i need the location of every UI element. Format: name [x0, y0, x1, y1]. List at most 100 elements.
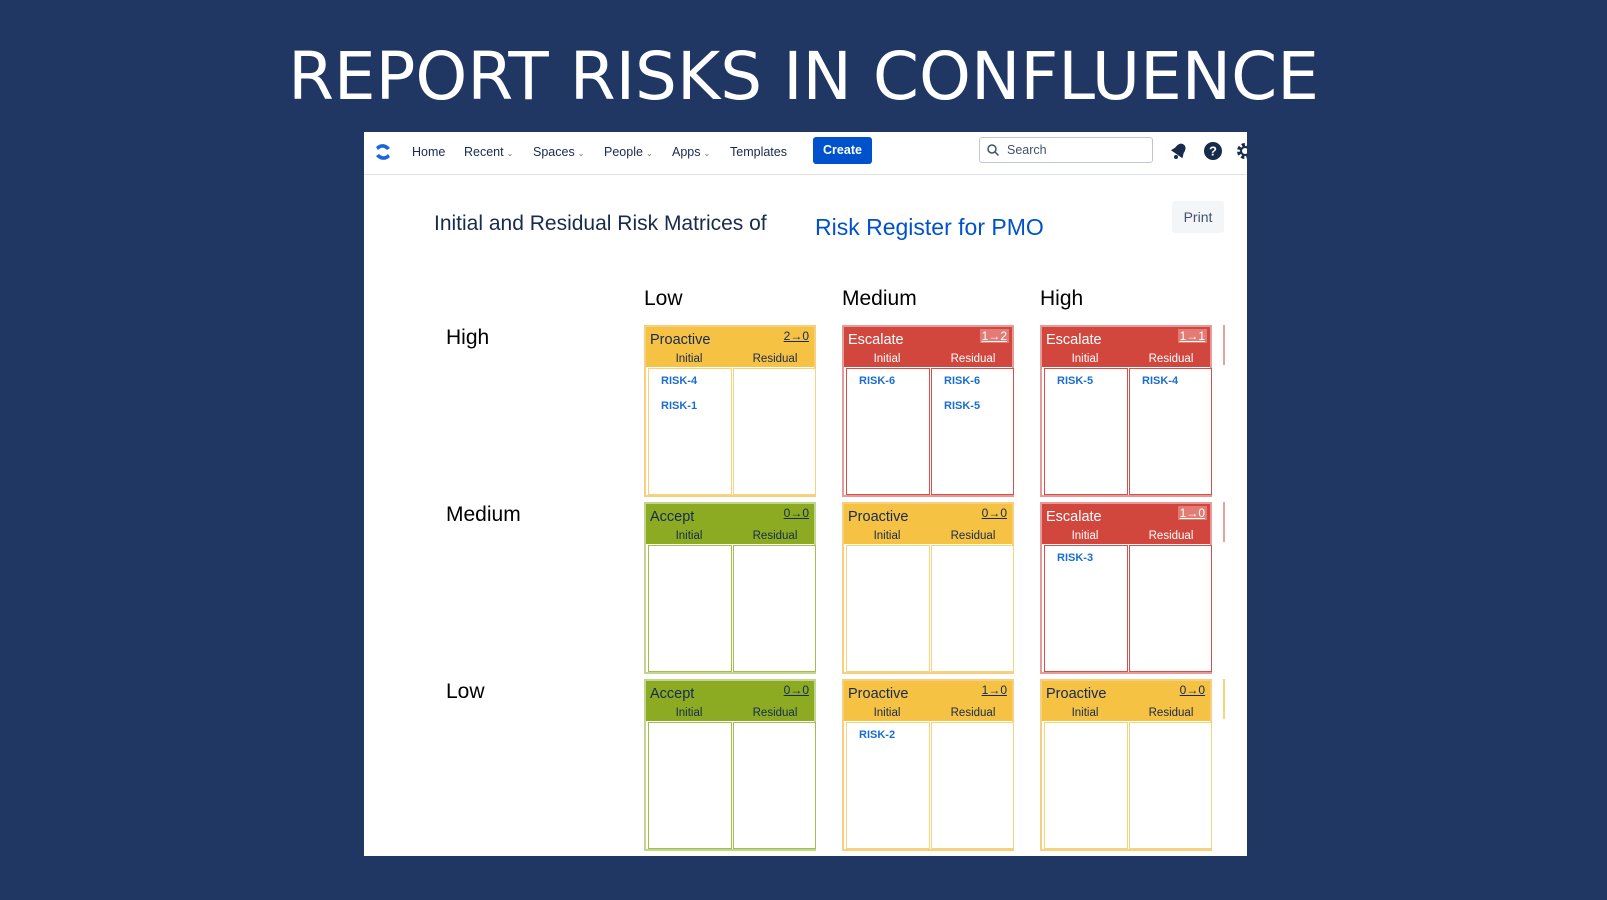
risk-link[interactable]: RISK-6 — [859, 375, 896, 387]
risk-register-link[interactable]: Risk Register for PMO — [815, 214, 1044, 240]
top-navigation: Home Recent ⌄ Spaces ⌄ People ⌄ Apps ⌄ Templ… — [364, 132, 1247, 175]
cell-response-label: Proactive — [848, 686, 909, 702]
residual-risk-list — [733, 722, 816, 849]
search-input[interactable]: Search — [979, 137, 1153, 163]
initial-subheader: Initial — [1071, 530, 1099, 542]
nav-home[interactable]: Home — [412, 145, 446, 159]
help-icon[interactable]: ? — [1202, 140, 1224, 162]
initial-risk-list: RISK-2 — [846, 722, 930, 849]
initial-risk-list — [648, 722, 732, 849]
cell-header — [646, 681, 814, 721]
initial-subheader: Initial — [873, 353, 901, 365]
residual-risk-list: RISK-4 — [1129, 368, 1212, 495]
residual-risk-list: RISK-6 RISK-5 — [931, 368, 1014, 495]
nav-spaces-label: Spaces — [533, 145, 575, 159]
nav-spaces[interactable]: Spaces ⌄ — [533, 145, 584, 159]
matrix-edge-strip — [1223, 325, 1225, 365]
risk-link[interactable]: RISK-5 — [1057, 375, 1094, 387]
cell-count-link[interactable]: 0→0 — [783, 506, 809, 520]
residual-subheader: Residual — [950, 707, 996, 719]
matrix-cell: Proactive 0→0 Initial Residual — [842, 502, 1014, 674]
residual-subheader: Residual — [1148, 707, 1194, 719]
residual-risk-list — [733, 368, 816, 495]
matrix-cell: Proactive 1→0 Initial Residual RISK-2 — [842, 679, 1014, 851]
risk-link[interactable]: RISK-4 — [1142, 375, 1179, 387]
matrix-cell: Accept 0→0 Initial Residual — [644, 502, 816, 674]
search-placeholder: Search — [1007, 143, 1047, 157]
cell-response-label: Proactive — [848, 509, 909, 525]
cell-count-link[interactable]: 0→0 — [783, 683, 809, 697]
residual-risk-list — [1129, 545, 1212, 672]
residual-subheader: Residual — [950, 353, 996, 365]
create-button[interactable]: Create — [813, 137, 872, 164]
matrix-cell: Escalate 1→2 Initial Residual RISK-6 RISK-6 RI… — [842, 325, 1014, 497]
initial-risk-list: RISK-6 — [846, 368, 930, 495]
cell-header — [844, 504, 1012, 544]
initial-risk-list — [846, 545, 930, 672]
residual-risk-list — [931, 722, 1014, 849]
residual-subheader: Residual — [950, 530, 996, 542]
nav-templates[interactable]: Templates — [730, 145, 787, 159]
initial-subheader: Initial — [1071, 353, 1099, 365]
slide-title: REPORT RISKS IN CONFLUENCE — [288, 38, 1319, 115]
chevron-down-icon: ⌄ — [703, 149, 711, 158]
residual-subheader: Residual — [1148, 353, 1194, 365]
cell-response-label: Escalate — [1046, 509, 1102, 525]
column-header-high: High — [1040, 287, 1084, 310]
initial-risk-list — [648, 545, 732, 672]
confluence-logo-icon[interactable] — [374, 142, 392, 162]
residual-subheader: Residual — [1148, 530, 1194, 542]
confluence-screenshot: Home Recent ⌄ Spaces ⌄ People ⌄ Apps ⌄ Templ… — [364, 132, 1247, 856]
cell-count-link[interactable]: 1→1 — [1177, 329, 1207, 343]
cell-count-link[interactable]: 2→0 — [783, 329, 809, 343]
cell-count-link[interactable]: 1→0 — [1177, 506, 1207, 520]
cell-response-label: Escalate — [1046, 332, 1102, 348]
risk-link[interactable]: RISK-1 — [661, 400, 698, 412]
chevron-down-icon: ⌄ — [506, 149, 514, 158]
risk-link[interactable]: RISK-4 — [661, 375, 698, 387]
residual-risk-list — [1129, 722, 1212, 849]
matrix-cell: Proactive 0→0 Initial Residual — [1040, 679, 1212, 851]
cell-response-label: Escalate — [848, 332, 904, 348]
cell-header — [646, 504, 814, 544]
risk-link[interactable]: RISK-2 — [859, 729, 896, 741]
nav-recent-label: Recent — [464, 145, 504, 159]
column-header-medium: Medium — [842, 287, 917, 310]
nav-apps[interactable]: Apps ⌄ — [672, 145, 710, 159]
matrix-cell: Escalate 1→0 Initial Residual RISK-3 — [1040, 502, 1212, 674]
cell-count-link[interactable]: 1→0 — [981, 683, 1007, 697]
search-icon — [987, 144, 1000, 157]
initial-subheader: Initial — [873, 707, 901, 719]
notifications-bell-icon[interactable] — [1168, 140, 1190, 162]
nav-recent[interactable]: Recent ⌄ — [464, 145, 513, 159]
settings-gear-icon[interactable] — [1234, 140, 1247, 162]
risk-link[interactable]: RISK-6 — [944, 375, 981, 387]
residual-risk-list — [931, 545, 1014, 672]
nav-people[interactable]: People ⌄ — [604, 145, 653, 159]
cell-count-link[interactable]: 1→2 — [979, 329, 1009, 343]
cell-count-link[interactable]: 0→0 — [1179, 683, 1205, 697]
cell-count-link[interactable]: 0→0 — [981, 506, 1007, 520]
matrix-cell: Accept 0→0 Initial Residual — [644, 679, 816, 851]
initial-subheader: Initial — [675, 353, 703, 365]
initial-risk-list: RISK-5 — [1044, 368, 1128, 495]
matrix-cell: Escalate 1→1 Initial Residual RISK-5 RISK-4 — [1040, 325, 1212, 497]
risk-link[interactable]: RISK-5 — [944, 400, 981, 412]
initial-subheader: Initial — [675, 707, 703, 719]
residual-subheader: Residual — [752, 353, 798, 365]
risk-link[interactable]: RISK-3 — [1057, 552, 1094, 564]
cell-response-label: Proactive — [1046, 686, 1107, 702]
row-header-low: Low — [446, 680, 485, 703]
nav-apps-label: Apps — [672, 145, 701, 159]
print-button[interactable]: Print — [1172, 201, 1224, 233]
row-header-high: High — [446, 326, 490, 349]
initial-subheader: Initial — [675, 530, 703, 542]
initial-subheader: Initial — [873, 530, 901, 542]
column-header-low: Low — [644, 287, 683, 310]
initial-risk-list — [1044, 722, 1128, 849]
cell-header — [1042, 681, 1210, 721]
residual-risk-list — [733, 545, 816, 672]
cell-response-label: Accept — [650, 509, 695, 525]
cell-header — [646, 327, 814, 367]
chevron-down-icon: ⌄ — [645, 149, 653, 158]
